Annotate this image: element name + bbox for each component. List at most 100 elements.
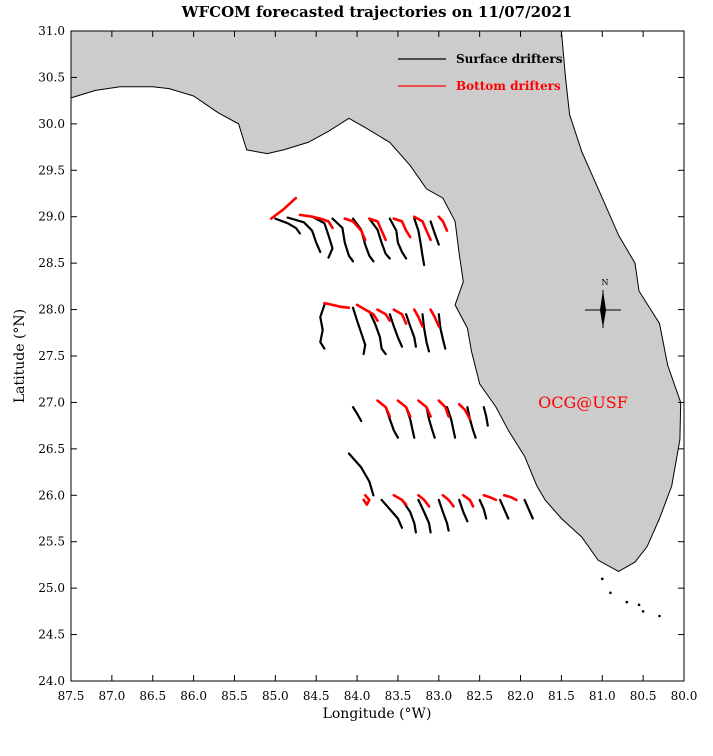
- x-tick-label: 81.5: [548, 689, 575, 703]
- surface-drifter-track: [347, 452, 375, 497]
- surface-drifter-track: [429, 220, 440, 246]
- x-tick-label: 84.0: [344, 689, 371, 703]
- surface-drifter-track: [437, 313, 447, 350]
- surface-drifter-track: [482, 406, 489, 427]
- florida-keys: [600, 577, 661, 618]
- surface-drifter-track: [466, 406, 477, 439]
- x-tick-label: 82.5: [466, 689, 493, 703]
- surface-drifter-track: [331, 217, 355, 263]
- x-tick-label: 80.5: [630, 689, 657, 703]
- bottom-drifter-track: [396, 399, 412, 418]
- surface-drifter-track: [368, 310, 387, 356]
- x-tick-label: 87.0: [99, 689, 126, 703]
- bottom-drifter-track: [461, 493, 475, 508]
- map-title: WFCOM forecasted trajectories on 11/07/2…: [181, 3, 573, 21]
- plot-area: [70, 30, 682, 618]
- y-tick-label: 29.0: [38, 210, 65, 224]
- y-tick-label: 27.0: [38, 395, 65, 409]
- y-tick-label: 25.0: [38, 581, 65, 595]
- surface-drifter-track: [311, 215, 334, 259]
- y-tick-label: 26.0: [38, 488, 65, 502]
- surface-drifter-track: [400, 498, 417, 534]
- bottom-drifter-track: [392, 493, 408, 506]
- bottom-drifter-track: [457, 402, 472, 421]
- surface-drifter-track: [413, 217, 426, 267]
- bottom-drifter-track: [392, 308, 408, 325]
- y-tick-label: 31.0: [38, 24, 65, 38]
- bottom-drifter-track: [437, 215, 449, 232]
- surface-drifter-track: [499, 498, 510, 520]
- bottom-drifter-track: [412, 308, 424, 328]
- y-tick-label: 24.0: [38, 674, 65, 688]
- surface-drifter-track: [405, 313, 417, 348]
- x-tick-label: 80.0: [671, 689, 698, 703]
- x-tick-label: 86.0: [180, 689, 207, 703]
- surface-drifter-track: [417, 498, 432, 534]
- key-island: [609, 591, 612, 595]
- x-tick-label: 87.5: [58, 689, 85, 703]
- bottom-drifter-track: [355, 303, 379, 323]
- axis-ticks: 87.5 87.0 86.5 86.0 85.5 85.0 84.5 84.0 83.5 83.0…: [38, 24, 697, 703]
- bottom-drifter-track: [367, 217, 388, 242]
- bottom-drifter-track: [502, 493, 518, 502]
- y-tick-label: 30.5: [38, 70, 65, 84]
- surface-drifter-track: [523, 498, 534, 520]
- y-tick-label: 27.5: [38, 349, 65, 363]
- x-tick-label: 84.5: [303, 689, 330, 703]
- x-axis-title: Longitude (°W): [323, 706, 432, 722]
- y-tick-label: 26.5: [38, 442, 65, 456]
- y-tick-label: 24.5: [38, 628, 65, 642]
- compass-rose: N: [585, 278, 621, 328]
- compass-needle: [600, 290, 606, 328]
- x-tick-label: 83.0: [425, 689, 452, 703]
- surface-drifter-track: [380, 498, 404, 529]
- bottom-drifter-track: [376, 399, 392, 418]
- key-island: [600, 577, 604, 581]
- y-tick-label: 30.0: [38, 117, 65, 131]
- surface-drifter-track: [274, 217, 301, 235]
- surface-drifter-track: [368, 217, 391, 260]
- florida-land: [70, 30, 682, 572]
- bottom-drifter-track: [376, 308, 392, 323]
- compass-north-label: N: [602, 278, 609, 287]
- bottom-drifter-track: [269, 196, 298, 220]
- key-island: [641, 610, 645, 613]
- bottom-drifter-track: [437, 399, 450, 418]
- bottom-drifter-track: [362, 493, 371, 506]
- surface-drifter-track: [478, 498, 488, 520]
- y-tick-label: 25.5: [38, 535, 65, 549]
- y-tick-label: 29.5: [38, 163, 65, 177]
- bottom-drifter-track: [298, 213, 334, 230]
- bottom-drifter-tracks: [269, 196, 518, 508]
- bottom-drifter-track: [417, 399, 432, 418]
- surface-drifter-track: [458, 498, 469, 523]
- x-tick-label: 85.0: [262, 689, 289, 703]
- bottom-drifter-track: [392, 217, 412, 239]
- legend: Surface drifters Bottom drifters: [398, 52, 563, 93]
- key-island: [625, 600, 629, 604]
- x-tick-label: 82.0: [507, 689, 534, 703]
- surface-drifter-track: [445, 406, 457, 439]
- surface-drifter-tracks: [274, 215, 534, 534]
- x-tick-label: 81.0: [589, 689, 616, 703]
- legend-bottom-label: Bottom drifters: [456, 79, 561, 93]
- surface-drifter-track: [388, 217, 408, 260]
- bottom-drifter-track: [482, 493, 498, 502]
- surface-drifter-track: [388, 313, 404, 348]
- bottom-drifter-track: [323, 301, 351, 310]
- bottom-drifter-track: [417, 493, 431, 508]
- surface-drifter-track: [286, 216, 322, 254]
- surface-drifter-track: [437, 498, 450, 532]
- key-island: [658, 614, 661, 618]
- bottom-drifter-track: [441, 493, 455, 508]
- credit-label: OCG@USF: [538, 393, 628, 412]
- key-island: [637, 603, 641, 607]
- y-tick-label: 28.5: [38, 256, 65, 270]
- x-tick-label: 86.5: [139, 689, 166, 703]
- bottom-drifter-track: [429, 308, 441, 328]
- x-tick-label: 85.5: [221, 689, 248, 703]
- bottom-drifter-track: [343, 217, 367, 242]
- y-axis-title: Latitude (°N): [12, 309, 28, 403]
- surface-drifter-track: [351, 406, 363, 423]
